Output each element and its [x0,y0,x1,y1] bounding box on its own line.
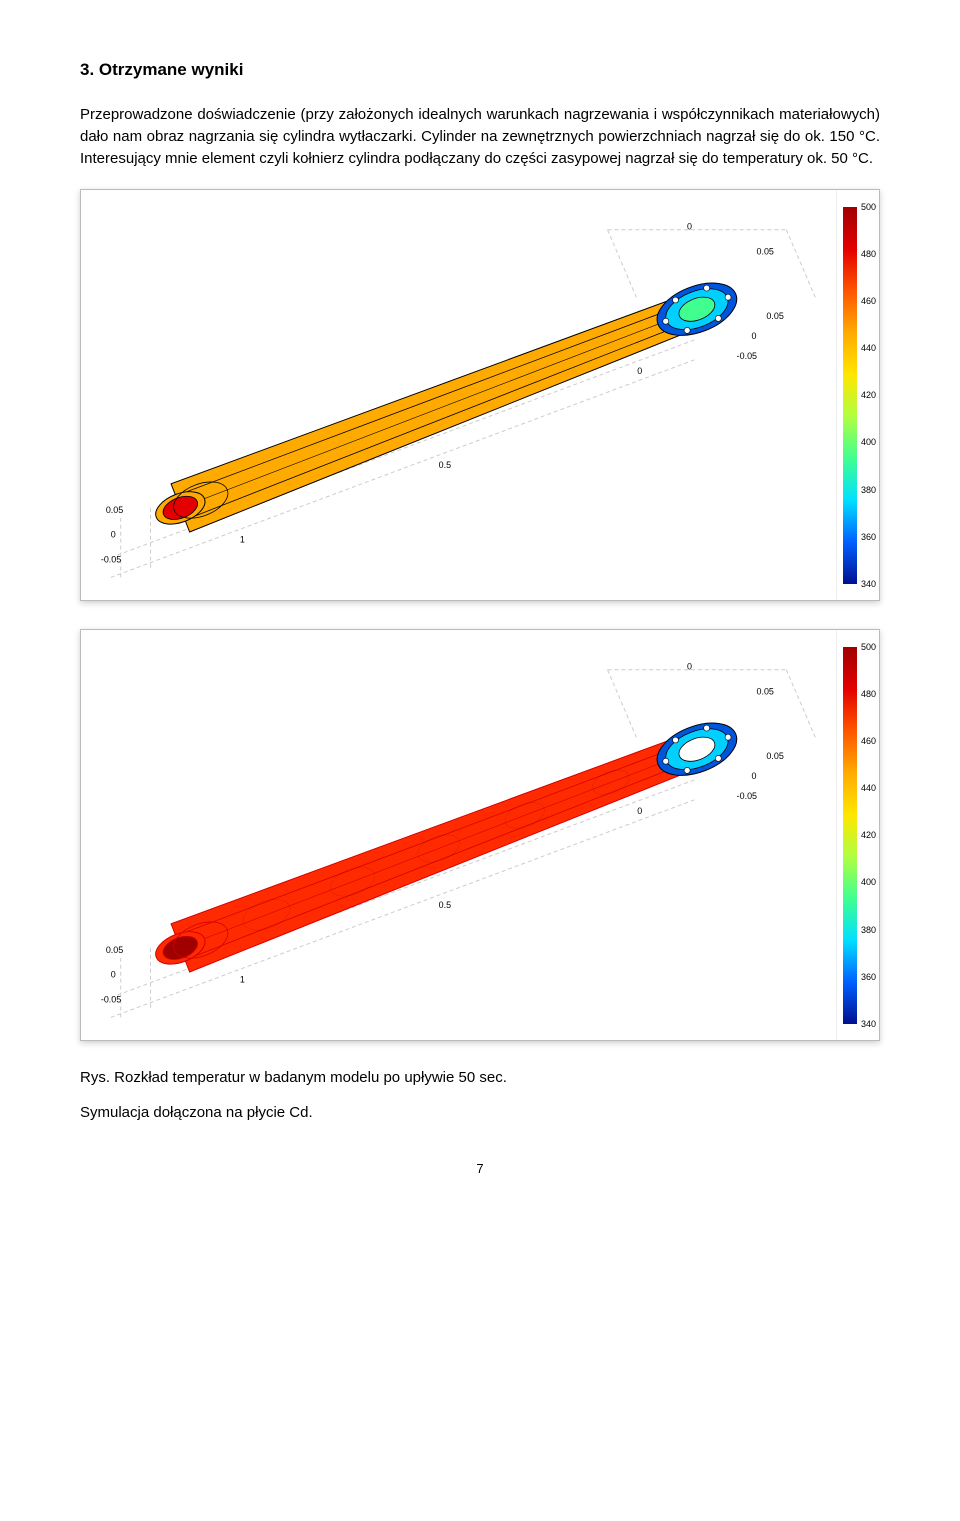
colorbar-tick: 420 [861,830,876,840]
svg-text:0.05: 0.05 [757,687,774,697]
svg-text:-0.05: -0.05 [737,791,757,801]
svg-text:-0.05: -0.05 [101,555,121,565]
plot-area-1: 0 0.05 0.05 0 -0.05 0 0.5 1 0.05 0 -0.05 [81,190,836,600]
colorbar-tick: 460 [861,296,876,306]
colorbar-tick: 480 [861,249,876,259]
plot-area-2: 0 0.05 0.05 0 -0.05 0 0.5 1 0.05 0 -0.05 [81,630,836,1040]
colorbar-tick: 400 [861,437,876,447]
svg-text:0: 0 [752,331,757,341]
colorbar-tick: 500 [861,202,876,212]
simulation-render-2: 0 0.05 0.05 0 -0.05 0 0.5 1 0.05 0 -0.05 [81,630,836,1037]
svg-text:0.05: 0.05 [106,505,123,515]
simulation-render-1: 0 0.05 0.05 0 -0.05 0 0.5 1 0.05 0 -0.05 [81,190,836,597]
colorbar-tick: 400 [861,877,876,887]
svg-text:0: 0 [637,806,642,816]
figure-1: 0 0.05 0.05 0 -0.05 0 0.5 1 0.05 0 -0.05 500 480 460… [80,189,880,601]
colorbar-tick: 460 [861,736,876,746]
svg-text:-0.05: -0.05 [737,351,757,361]
colorbar-tick: 360 [861,532,876,542]
svg-text:0.05: 0.05 [757,247,774,257]
colorbar-tick: 340 [861,579,876,589]
simulation-note: Symulacja dołączona na płycie Cd. [80,1104,880,1121]
svg-text:0.05: 0.05 [766,311,783,321]
colorbar-tick: 380 [861,925,876,935]
colorbar-tick: 440 [861,783,876,793]
svg-text:-0.05: -0.05 [101,995,121,1005]
svg-text:0: 0 [111,530,116,540]
colorbar-1: 500 480 460 440 420 400 380 360 340 [836,190,879,600]
colorbar-tick: 420 [861,390,876,400]
svg-text:0: 0 [111,970,116,980]
svg-text:0.05: 0.05 [106,945,123,955]
colorbar-tick: 440 [861,343,876,353]
svg-text:0.5: 0.5 [439,900,451,910]
body-paragraph: Przeprowadzone doświadczenie (przy założ… [80,104,880,169]
colorbar-tick: 380 [861,485,876,495]
svg-text:1: 1 [240,535,245,545]
svg-text:0: 0 [752,771,757,781]
colorbar-tick: 480 [861,689,876,699]
section-heading: 3. Otrzymane wyniki [80,60,880,80]
figure-caption: Rys. Rozkład temperatur w badanym modelu… [80,1069,880,1086]
colorbar-2: 500 480 460 440 420 400 380 360 340 [836,630,879,1040]
svg-text:0: 0 [687,662,692,672]
figure-2: 0 0.05 0.05 0 -0.05 0 0.5 1 0.05 0 -0.05 500 480 460… [80,629,880,1041]
colorbar-tick: 500 [861,642,876,652]
page-number: 7 [80,1161,880,1176]
svg-text:0.5: 0.5 [439,460,451,470]
svg-text:0: 0 [637,366,642,376]
svg-text:1: 1 [240,975,245,985]
colorbar-tick: 360 [861,972,876,982]
colorbar-tick: 340 [861,1019,876,1029]
svg-text:0.05: 0.05 [766,751,783,761]
svg-text:0: 0 [687,222,692,232]
